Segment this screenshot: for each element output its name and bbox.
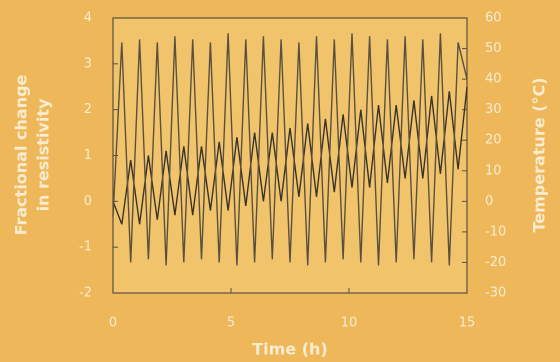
y-tick-label: -1: [79, 240, 92, 255]
y-tick-label: 4: [84, 11, 92, 26]
x-axis-label: Time (h): [252, 340, 328, 359]
y2-tick-label: 60: [485, 11, 502, 26]
x-tick-label: 15: [459, 316, 476, 331]
x-tick-label: 5: [227, 316, 235, 331]
x-tick-label: 10: [341, 316, 358, 331]
y-tick-label: 3: [84, 56, 92, 71]
y-tick-label: 1: [84, 148, 92, 163]
y2-tick-label: -30: [485, 286, 506, 301]
y2-tick-label: 30: [485, 102, 502, 117]
y2-tick-label: -20: [485, 255, 506, 270]
y2-axis-label: Temperature (°C): [530, 77, 549, 232]
y-axis-label: in resistivity: [34, 98, 53, 211]
y-tick-label: 0: [84, 194, 92, 209]
y2-tick-label: 40: [485, 72, 502, 87]
y2-tick-label: 0: [485, 194, 493, 209]
y-tick-label: 2: [84, 102, 92, 117]
y-axis-label: Fractional change: [12, 74, 31, 235]
x-tick-label: 0: [109, 316, 117, 331]
y2-tick-label: 10: [485, 163, 502, 178]
y2-tick-label: -10: [485, 224, 506, 239]
data-line: [112, 33, 468, 266]
y2-tick-label: 20: [485, 133, 502, 148]
y2-tick-label: 50: [485, 41, 502, 56]
y-tick-label: -2: [79, 286, 92, 301]
data-line: [112, 86, 468, 225]
